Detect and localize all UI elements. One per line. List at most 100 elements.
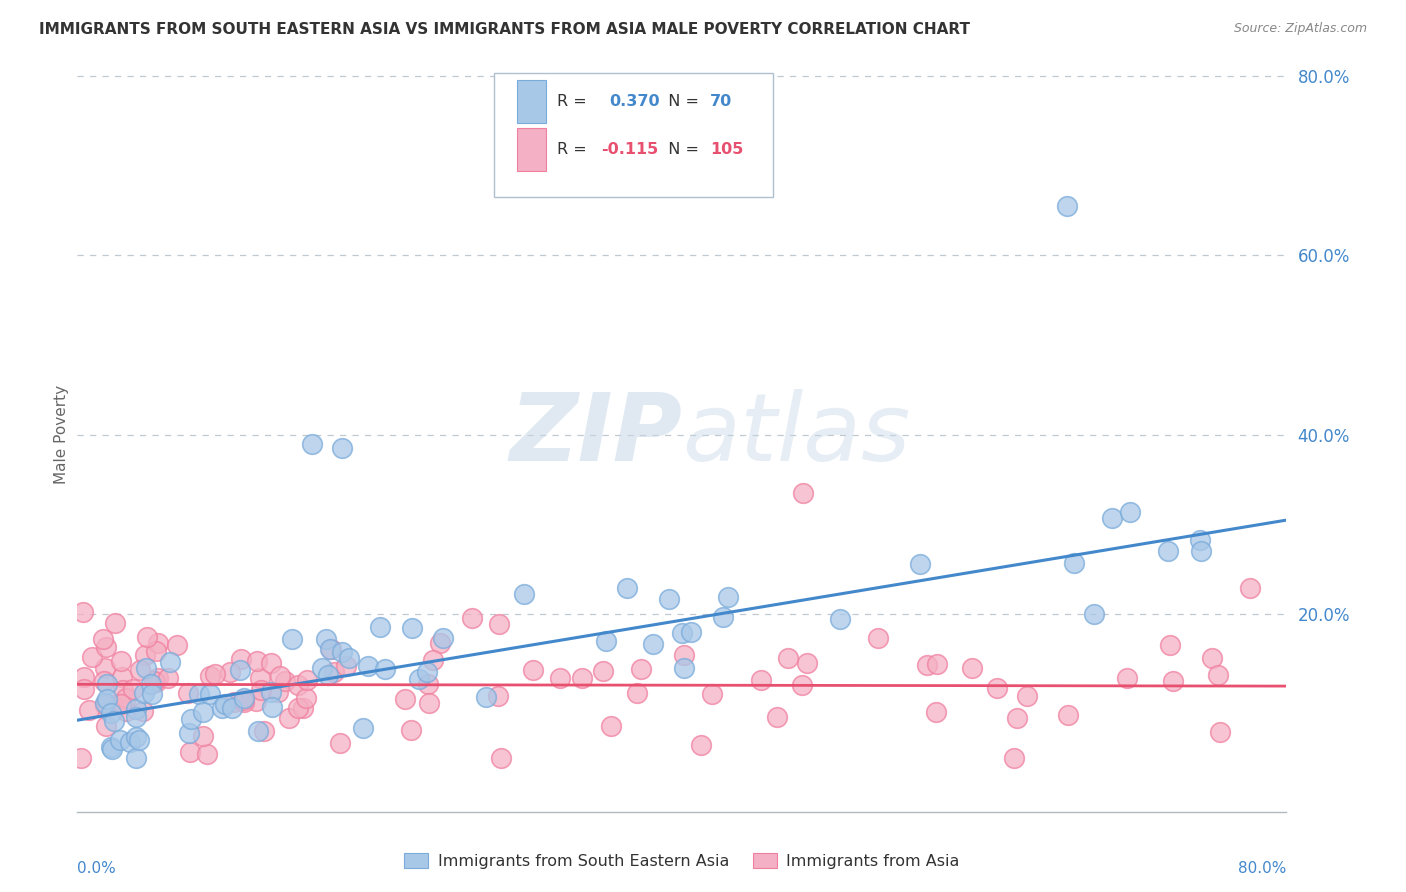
Point: [246, 724, 269, 739]
Point: [139, 677, 162, 691]
Point: [180, 713, 202, 727]
Point: [673, 661, 696, 675]
Point: [104, 616, 127, 631]
Point: [571, 671, 593, 685]
Text: atlas: atlas: [682, 389, 910, 481]
Point: [778, 650, 800, 665]
Point: [429, 636, 451, 650]
Point: [796, 657, 818, 671]
Point: [418, 696, 440, 710]
Point: [135, 661, 157, 675]
Point: [274, 674, 297, 689]
Point: [925, 705, 948, 719]
Text: R =: R =: [557, 142, 592, 157]
Point: [100, 706, 122, 721]
Point: [94, 719, 117, 733]
Point: [229, 663, 252, 677]
Point: [260, 685, 283, 699]
Point: [595, 634, 617, 648]
Point: [73, 681, 96, 696]
Point: [267, 685, 290, 699]
Point: [319, 642, 342, 657]
Text: Source: ZipAtlas.com: Source: ZipAtlas.com: [1233, 22, 1367, 36]
Point: [1057, 707, 1080, 722]
Point: [792, 486, 814, 500]
Point: [1161, 674, 1184, 689]
Point: [287, 701, 309, 715]
Text: 105: 105: [710, 142, 744, 157]
Point: [148, 671, 170, 685]
Point: [96, 691, 118, 706]
Point: [260, 656, 283, 670]
Point: [394, 692, 416, 706]
Point: [1115, 671, 1137, 685]
Point: [94, 696, 117, 710]
Point: [159, 655, 181, 669]
Point: [103, 714, 125, 728]
Point: [125, 702, 148, 716]
Point: [1101, 511, 1123, 525]
Text: 0.370: 0.370: [609, 94, 659, 109]
Point: [671, 626, 693, 640]
Point: [1239, 581, 1261, 595]
Point: [156, 671, 179, 685]
Point: [132, 704, 155, 718]
Point: [461, 611, 484, 625]
Point: [134, 648, 156, 662]
Point: [330, 442, 353, 456]
Point: [765, 710, 787, 724]
Point: [749, 673, 772, 687]
Point: [616, 581, 638, 595]
Point: [195, 747, 218, 762]
Point: [301, 437, 323, 451]
Point: [960, 661, 983, 675]
Point: [1209, 725, 1232, 739]
Point: [868, 632, 890, 646]
Point: [125, 710, 148, 724]
Text: 80.0%: 80.0%: [1239, 861, 1286, 876]
Point: [287, 677, 309, 691]
Point: [101, 698, 124, 712]
Point: [110, 697, 132, 711]
Point: [211, 701, 233, 715]
Point: [321, 642, 343, 657]
Point: [146, 636, 169, 650]
Point: [925, 657, 948, 671]
Point: [115, 690, 138, 705]
Point: [399, 723, 422, 738]
Point: [1188, 533, 1211, 548]
Point: [1159, 638, 1181, 652]
Point: [681, 624, 703, 639]
Point: [229, 652, 252, 666]
Point: [599, 719, 621, 733]
Text: 0.0%: 0.0%: [77, 861, 117, 876]
Text: IMMIGRANTS FROM SOUTH EASTERN ASIA VS IMMIGRANTS FROM ASIA MALE POVERTY CORRELAT: IMMIGRANTS FROM SOUTH EASTERN ASIA VS IM…: [39, 22, 970, 37]
Point: [1206, 667, 1229, 681]
Point: [1056, 199, 1078, 213]
Point: [318, 668, 340, 682]
Point: [658, 591, 681, 606]
Point: [260, 700, 283, 714]
Point: [143, 674, 166, 689]
Point: [323, 665, 346, 679]
Point: [145, 674, 167, 689]
Point: [269, 669, 291, 683]
Point: [641, 637, 664, 651]
Point: [204, 666, 226, 681]
Point: [128, 732, 150, 747]
FancyBboxPatch shape: [517, 128, 547, 171]
Point: [986, 681, 1008, 695]
Point: [416, 677, 439, 691]
Point: [550, 671, 572, 685]
Point: [337, 650, 360, 665]
Point: [108, 733, 131, 747]
Point: [368, 620, 391, 634]
Point: [232, 691, 254, 706]
Point: [486, 689, 509, 703]
Point: [422, 653, 444, 667]
Point: [592, 664, 614, 678]
Text: N =: N =: [658, 94, 704, 109]
Point: [177, 686, 200, 700]
Point: [711, 610, 734, 624]
Point: [522, 663, 544, 677]
